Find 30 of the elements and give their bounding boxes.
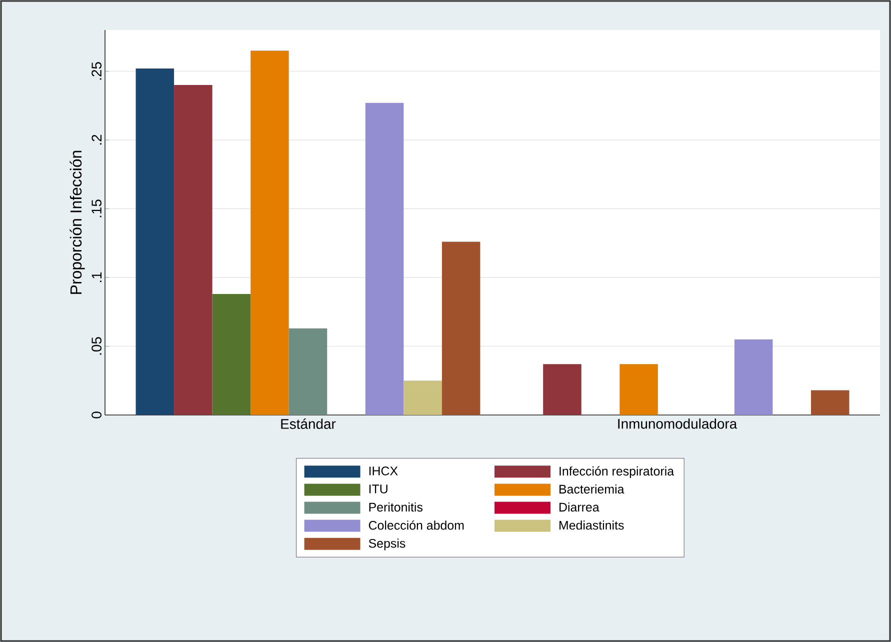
bar xyxy=(734,339,773,415)
legend-label: Mediastinits xyxy=(560,520,624,530)
bar xyxy=(365,102,404,415)
bar xyxy=(442,242,480,415)
y-tick-label: 0 xyxy=(92,412,102,418)
y-axis-title: Proporción Infección xyxy=(70,150,85,294)
bar xyxy=(404,380,442,415)
bar xyxy=(212,294,251,415)
y-tick-label: .15 xyxy=(92,200,102,218)
legend-label: IHCX xyxy=(369,466,398,476)
y-tick-label: .2 xyxy=(92,134,102,145)
legend-label: Infección respiratoria xyxy=(560,466,674,478)
legend-label: Bacteriemia xyxy=(560,484,624,494)
x-tick-label: Estándar xyxy=(281,418,336,429)
bar xyxy=(543,364,582,415)
bar xyxy=(620,364,658,415)
bar xyxy=(136,68,174,415)
bar xyxy=(810,390,850,415)
legend-label: ITU xyxy=(369,484,388,494)
x-tick-label: Inmunomoduladora xyxy=(618,418,738,429)
bar xyxy=(174,84,212,415)
y-tick-label: .05 xyxy=(92,337,102,355)
y-tick-label: .1 xyxy=(92,272,102,282)
bar xyxy=(288,328,328,415)
legend-label: Colección abdom xyxy=(368,520,464,530)
legend-label: Diarrea xyxy=(560,502,600,512)
y-tick-label: .25 xyxy=(92,62,102,80)
legend-label: Peritonitis xyxy=(369,502,423,512)
bar xyxy=(250,50,289,415)
legend-label: Sepsis xyxy=(368,538,406,550)
